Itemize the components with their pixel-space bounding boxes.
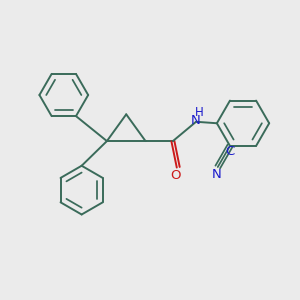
Text: N: N [212,168,221,181]
Text: H: H [195,106,203,119]
Text: C: C [225,145,234,158]
Text: N: N [191,114,201,127]
Text: O: O [170,169,181,182]
